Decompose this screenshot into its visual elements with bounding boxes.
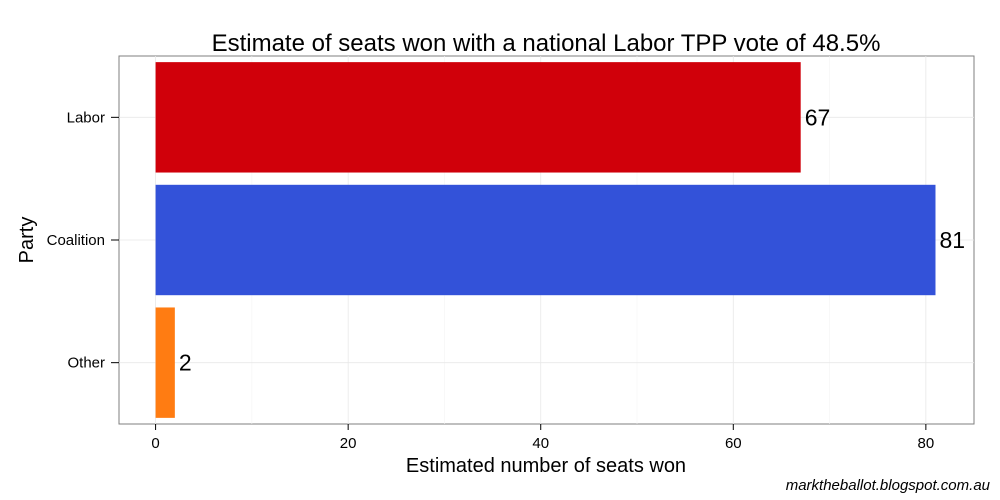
- x-tick-label: 60: [725, 435, 742, 452]
- y-axis-title: Party: [16, 217, 38, 264]
- value-label-coalition: 81: [939, 227, 965, 253]
- source-credit: marktheballot.blogspot.com.au: [785, 477, 990, 494]
- y-tick-label-other: Other: [67, 355, 105, 372]
- x-tick-label: 80: [918, 435, 935, 452]
- chart-title: Estimate of seats won with a national La…: [212, 30, 881, 57]
- x-tick-label: 0: [151, 435, 159, 452]
- bars: 67 81 2: [155, 62, 965, 418]
- y-tick-label-coalition: Coalition: [47, 232, 105, 249]
- bar-coalition: [155, 184, 936, 296]
- value-label-other: 2: [179, 350, 192, 376]
- x-tick-label: 20: [340, 435, 357, 452]
- x-axis-title: Estimated number of seats won: [406, 455, 686, 477]
- bar-labor: [155, 62, 801, 173]
- y-tick-label-labor: Labor: [67, 109, 105, 126]
- y-axis: Labor Coalition Other: [47, 109, 119, 372]
- bar-other: [155, 307, 175, 418]
- x-tick-label: 40: [532, 435, 549, 452]
- x-axis: 0 20 40 60 80: [151, 424, 934, 452]
- value-label-labor: 67: [805, 104, 831, 130]
